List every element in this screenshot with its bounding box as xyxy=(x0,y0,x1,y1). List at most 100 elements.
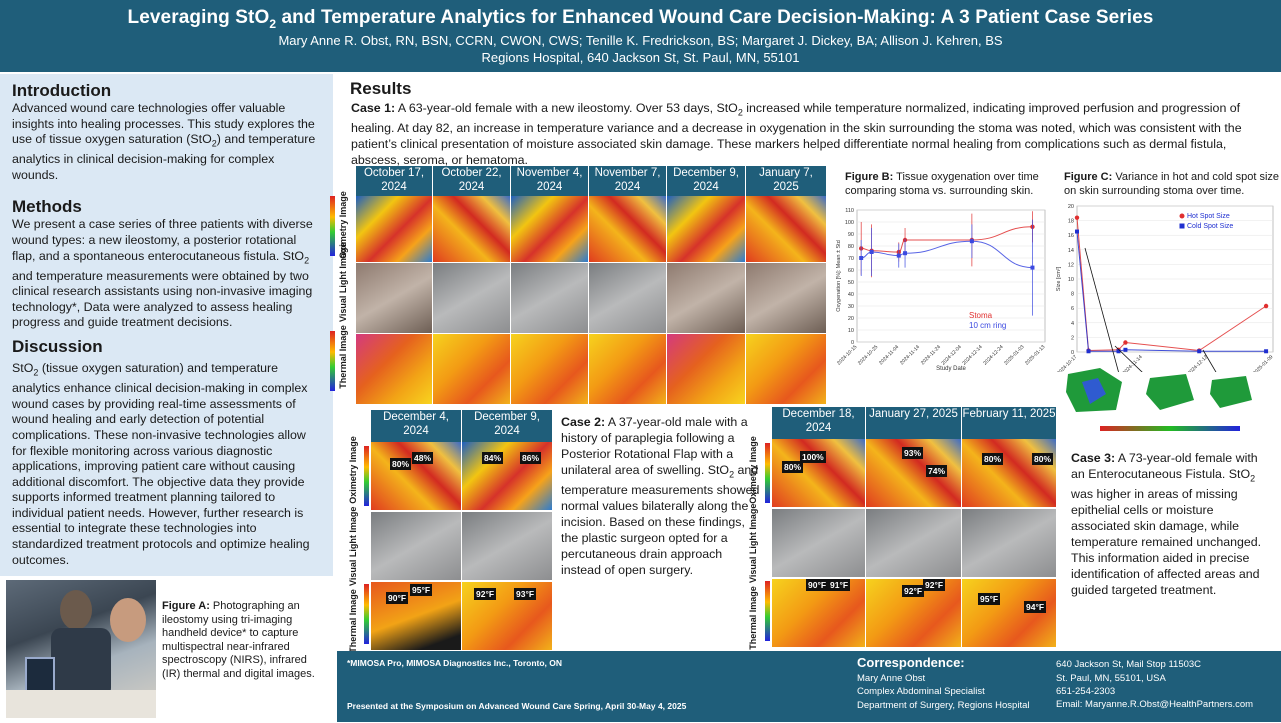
correspondence-dept: Department of Surgery, Regions Hospital xyxy=(857,700,1030,711)
y-tick-label: 90 xyxy=(848,232,854,238)
device-footnote: *MIMOSA Pro, MIMOSA Diagnostics Inc., To… xyxy=(347,658,563,668)
data-point xyxy=(896,253,901,258)
x-tick-label: 2024-11-24 xyxy=(920,344,942,366)
y-tick-label: 60 xyxy=(848,268,854,274)
case3-date-2: January 27, 2025 xyxy=(866,407,961,439)
y-tick-label: 8 xyxy=(1071,292,1074,298)
case2-thermal-scale xyxy=(364,584,369,644)
data-point xyxy=(1030,265,1035,270)
case1-date-5: December 9, 2024 xyxy=(667,166,745,196)
y-tick-label: 12 xyxy=(1068,262,1074,268)
case2-visual-image xyxy=(371,512,461,580)
wound-map-3 xyxy=(1210,376,1252,408)
case2-thermal-value: 93°F xyxy=(514,588,537,600)
x-tick-label: 2024-11-04 xyxy=(878,344,900,366)
case3-thermal-value: 92°F xyxy=(923,579,946,591)
address-line-2: St. Paul, MN, 55101, USA xyxy=(1056,673,1166,684)
affiliation: Regions Hospital, 640 Jackson St, St. Pa… xyxy=(481,49,800,65)
y-tick-label: 110 xyxy=(845,208,854,214)
case3-row-label-thermal: Thermal Image xyxy=(748,586,758,650)
case3-thermal-value: 90°F xyxy=(806,579,829,591)
case3-visual-image xyxy=(866,509,961,577)
y-tick-label: 10 xyxy=(1068,277,1074,283)
case3-oxi-value: 80% xyxy=(1032,453,1054,465)
figure-c-wound-maps xyxy=(1066,368,1252,431)
clinician-photo-illustration xyxy=(6,590,156,718)
case3-oximetry-image xyxy=(772,439,865,507)
data-point xyxy=(859,256,864,260)
legend-label: Hot Spot Size xyxy=(1187,213,1230,220)
data-point xyxy=(869,250,874,254)
figure-c-caption: Figure C: Variance in hot and cold spot … xyxy=(1064,171,1280,197)
y-tick-label: 16 xyxy=(1068,233,1074,239)
y-tick-label: 80 xyxy=(848,244,854,250)
case2-row-label-thermal: Thermal Image xyxy=(348,589,358,653)
case1-visual-image xyxy=(746,263,826,333)
case2-description: Case 2: A 37-year-old male with a histor… xyxy=(561,415,760,578)
wound-map-1-cold-area xyxy=(1082,378,1106,404)
data-point xyxy=(1074,215,1080,220)
case1-visual-image xyxy=(589,263,666,333)
case3-row-label-oximetry: Oximetry Image xyxy=(748,436,758,504)
case3-thermal-value: 91°F xyxy=(828,579,851,591)
case2-thermal-value: 95°F xyxy=(410,584,433,596)
case1-thermal-image xyxy=(746,334,826,404)
x-tick-label: 2024-10-25 xyxy=(857,344,879,366)
y-tick-label: 14 xyxy=(1068,248,1074,254)
case1-oximetry-image xyxy=(667,196,745,262)
y-tick-label: 0 xyxy=(851,340,854,346)
case1-row-label-visual: Visual Light Image xyxy=(338,242,348,322)
case2-date-1: December 4, 2024 xyxy=(371,410,461,442)
x-tick-label: 2024-12-04 xyxy=(941,344,963,366)
case1-visual-image xyxy=(433,263,510,333)
methods-text: We present a case series of three patien… xyxy=(12,217,313,330)
case1-visual-image xyxy=(511,263,588,333)
case1-thermal-image xyxy=(433,334,510,404)
intro-text: Advanced wound care technologies offer v… xyxy=(12,101,316,182)
x-tick-label: 2024-12-14 xyxy=(961,344,983,366)
case1-image-grid: Oximetry Image Visual Light Image Therma… xyxy=(330,166,830,406)
case3-thermal-value: 94°F xyxy=(1024,601,1047,613)
correspondence-name: Mary Anne Obst xyxy=(857,673,926,684)
case1-row-label-thermal: Thermal Image xyxy=(338,325,348,389)
data-point xyxy=(1116,349,1121,354)
x-axis-label: Study Date xyxy=(936,366,966,372)
case1-visual-image xyxy=(667,263,745,333)
figure-a-photo xyxy=(6,580,156,718)
figure-c-chart: 024681012141618202024-10-172024-11-14202… xyxy=(1056,204,1275,372)
case1-oximetry-image xyxy=(433,196,510,262)
legend-marker xyxy=(1179,223,1185,229)
authors: Mary Anne R. Obst, RN, BSN, CCRN, CWON, … xyxy=(278,32,1003,48)
data-point xyxy=(903,251,908,256)
case1-description: Case 1: A 63-year-old female with a new … xyxy=(351,101,1242,168)
x-tick-label: 2025-01-13 xyxy=(1024,344,1046,366)
data-point xyxy=(1075,229,1079,234)
data-point xyxy=(1123,347,1128,352)
case1-thermal-scale xyxy=(330,331,335,391)
case3-visual-image xyxy=(772,509,865,577)
case2-row-label-oximetry: Oximetry Image xyxy=(348,436,358,504)
case2-thermal-value: 90°F xyxy=(386,592,409,604)
case2-oxi-value: 86% xyxy=(520,452,542,464)
y-tick-label: 70 xyxy=(848,256,854,262)
y-tick-label: 2 xyxy=(1071,335,1074,341)
phone: 651-254-2303 xyxy=(1056,686,1116,697)
y-tick-label: 50 xyxy=(848,280,854,286)
case2-oxi-value: 80% xyxy=(390,458,412,470)
case3-description: Case 3: A 73-year-old female with an Ent… xyxy=(1071,451,1262,598)
figure-a-caption: Figure A: Photographing an ileostomy usi… xyxy=(162,600,315,680)
results-heading: Results xyxy=(350,79,412,98)
data-point xyxy=(1197,349,1202,354)
case1-thermal-image xyxy=(667,334,745,404)
correspondence-heading: Correspondence: xyxy=(857,655,965,670)
x-tick-label: 2024-10-15 xyxy=(836,344,858,366)
annotation-arrow xyxy=(1202,349,1217,372)
address-line-1: 640 Jackson St, Mail Stop 11503C xyxy=(1056,659,1202,670)
case3-thermal-value: 92°F xyxy=(902,585,925,597)
case3-thermal-image xyxy=(962,579,1056,647)
correspondence-role: Complex Abdominal Specialist xyxy=(857,686,985,697)
email-link[interactable]: Email: Maryanne.R.Obst@HealthPartners.co… xyxy=(1056,699,1254,710)
case2-oxi-value: 84% xyxy=(482,452,504,464)
case3-image-grid: Oximetry Image Visual Light Image Therma… xyxy=(748,407,1058,651)
y-tick-label: 0 xyxy=(1071,350,1074,356)
